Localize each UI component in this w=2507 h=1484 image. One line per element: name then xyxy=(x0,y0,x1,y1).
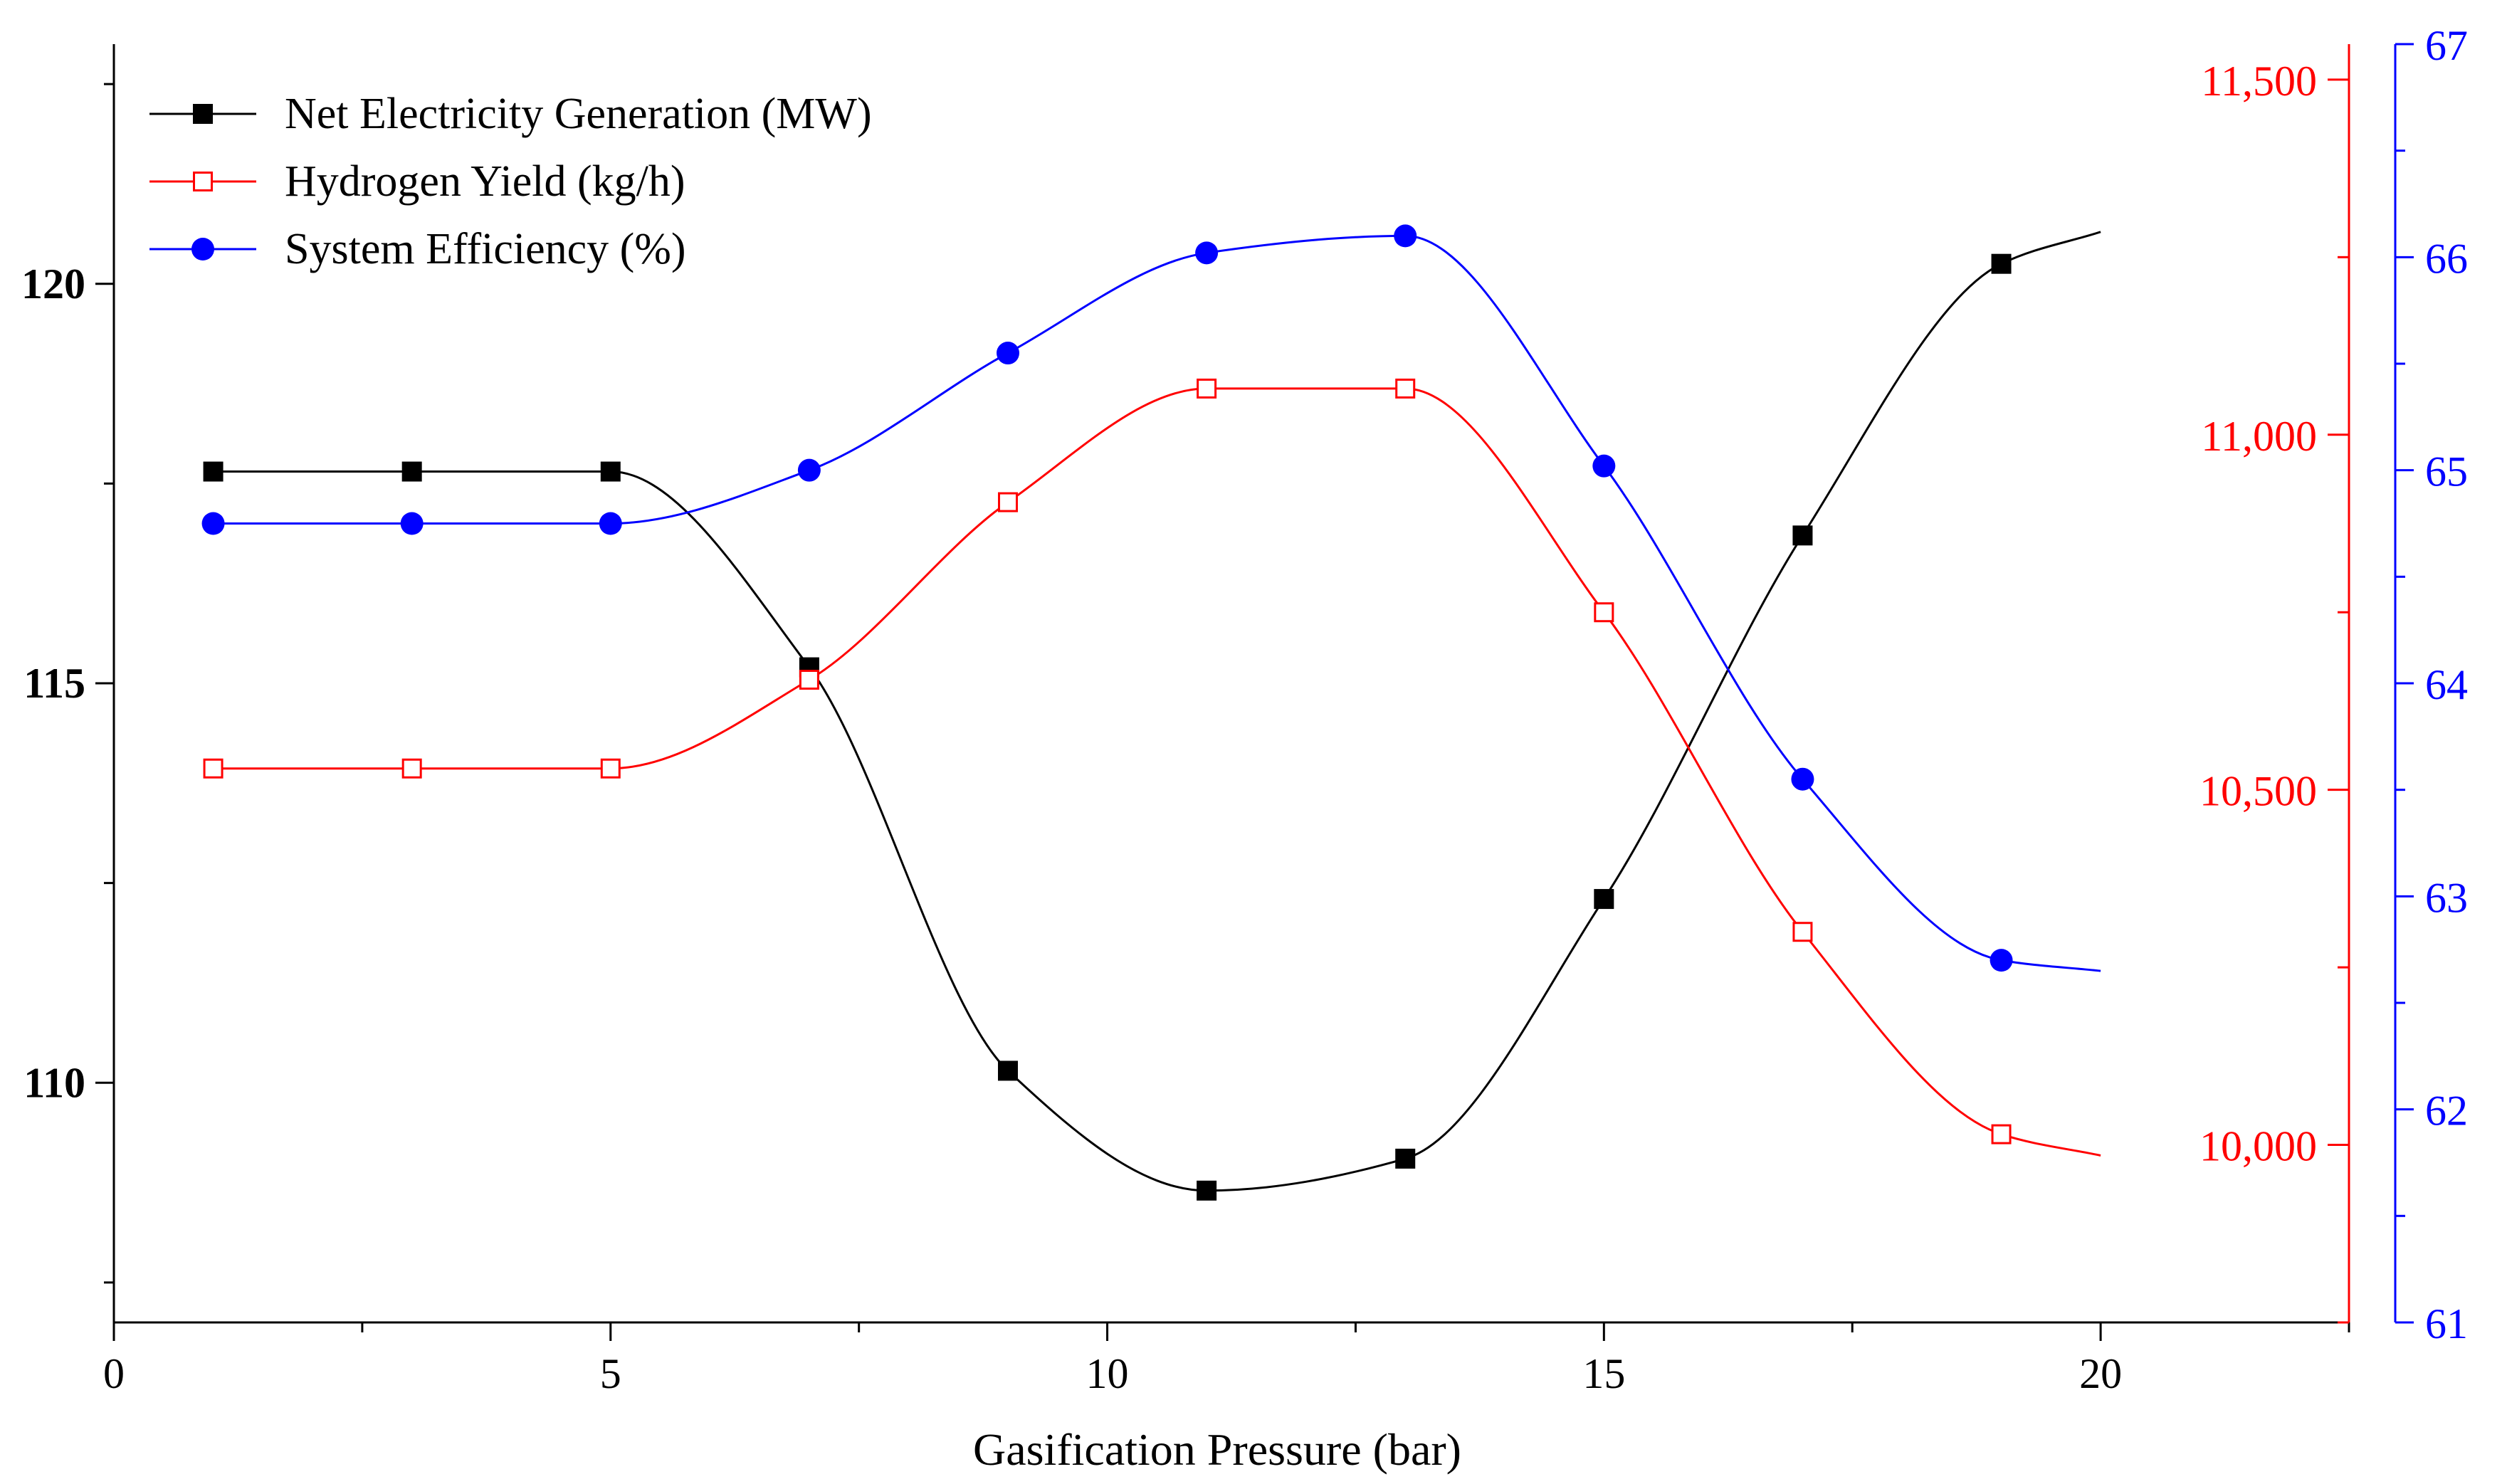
hydrogen-yield-kg-h-point xyxy=(998,492,1018,512)
legend-entry-hydrogen-yield-kg-h: Hydrogen Yield (kg/h) xyxy=(149,157,685,206)
system-efficiency-point xyxy=(1195,241,1219,265)
efficiency-tick-label: 67 xyxy=(2425,22,2468,69)
hydrogen-yield-kg-h-point xyxy=(600,758,621,779)
axes: 0 5 10 15 20 110 115 120 10,000 10,500 11,000 11,50… xyxy=(21,22,2468,1397)
system-efficiency-point xyxy=(1394,224,1417,248)
system-efficiency-line xyxy=(213,234,2101,972)
x-tick-label: 15 xyxy=(1582,1350,1625,1397)
net-electricity-generation-mw-point xyxy=(1395,1148,1416,1169)
net-electricity-generation-mw-point xyxy=(998,1061,1018,1081)
system-efficiency-point xyxy=(797,458,821,482)
legend-label: Hydrogen Yield (kg/h) xyxy=(285,157,685,206)
x-tick-label: 10 xyxy=(1086,1350,1129,1397)
net-electricity-generation-mw-point xyxy=(600,461,621,482)
hydrogen-tick-label: 11,000 xyxy=(2201,413,2317,460)
legend-label: Net Electricity Generation (MW) xyxy=(285,90,872,138)
efficiency-tick-label: 66 xyxy=(2425,235,2468,282)
net-electricity-generation-mw-point xyxy=(1594,889,1614,910)
legend-entry-system-efficiency: System Efficiency (%) xyxy=(149,225,686,273)
hydrogen-yield-kg-h-point xyxy=(1395,378,1416,399)
system-efficiency-point xyxy=(997,342,1019,365)
left-tick-label: 120 xyxy=(21,261,85,307)
series-markers xyxy=(201,224,2013,1201)
hydrogen-yield-kg-h-line xyxy=(213,387,2101,1157)
net-electricity-generation-mw-point xyxy=(401,461,422,482)
left-tick-label: 115 xyxy=(23,660,85,707)
x-axis-title: Gasification Pressure (bar) xyxy=(973,1424,1461,1475)
x-tick-label: 5 xyxy=(600,1350,621,1397)
left-tick-label: 110 xyxy=(23,1059,85,1106)
net-electricity-generation-mw-point xyxy=(203,461,224,482)
efficiency-tick-label: 62 xyxy=(2425,1088,2468,1135)
hydrogen-yield-kg-h-point xyxy=(1197,378,1217,399)
efficiency-tick-label: 61 xyxy=(2425,1300,2468,1347)
hydrogen-yield-kg-h-point xyxy=(1991,1124,2012,1144)
efficiency-tick-label: 64 xyxy=(2425,661,2468,708)
legend: Net Electricity Generation (MW) Hydrogen … xyxy=(149,90,872,273)
net-electricity-generation-mw-point xyxy=(1991,253,2012,274)
x-tick-label: 20 xyxy=(2079,1350,2122,1397)
system-efficiency-point xyxy=(400,512,424,535)
system-efficiency-point xyxy=(1592,454,1616,478)
system-efficiency-point xyxy=(201,512,225,535)
legend-swatch-marker xyxy=(193,104,213,124)
hydrogen-yield-kg-h-point xyxy=(401,758,422,779)
legend-swatch-marker xyxy=(193,172,213,191)
x-tick-label: 0 xyxy=(103,1350,125,1397)
system-efficiency-point xyxy=(599,512,622,535)
net-electricity-generation-mw-point xyxy=(1197,1180,1217,1201)
hydrogen-tick-label: 11,500 xyxy=(2201,58,2317,105)
system-efficiency-point xyxy=(1990,949,2013,972)
hydrogen-tick-label: 10,000 xyxy=(2199,1123,2317,1170)
hydrogen-tick-label: 10,500 xyxy=(2199,768,2317,815)
legend-entry-net-electricity-generation-mw: Net Electricity Generation (MW) xyxy=(149,90,872,138)
hydrogen-yield-kg-h-point xyxy=(799,670,819,690)
hydrogen-yield-kg-h-point xyxy=(203,758,224,779)
legend-swatch-marker xyxy=(191,238,214,261)
net-electricity-generation-mw-point xyxy=(1792,525,1813,546)
efficiency-tick-label: 63 xyxy=(2425,874,2468,921)
legend-label: System Efficiency (%) xyxy=(285,225,686,273)
system-efficiency-point xyxy=(1791,767,1814,791)
efficiency-tick-label: 65 xyxy=(2425,448,2468,495)
hydrogen-yield-kg-h-point xyxy=(1792,922,1813,942)
hydrogen-yield-kg-h-point xyxy=(1594,602,1614,623)
